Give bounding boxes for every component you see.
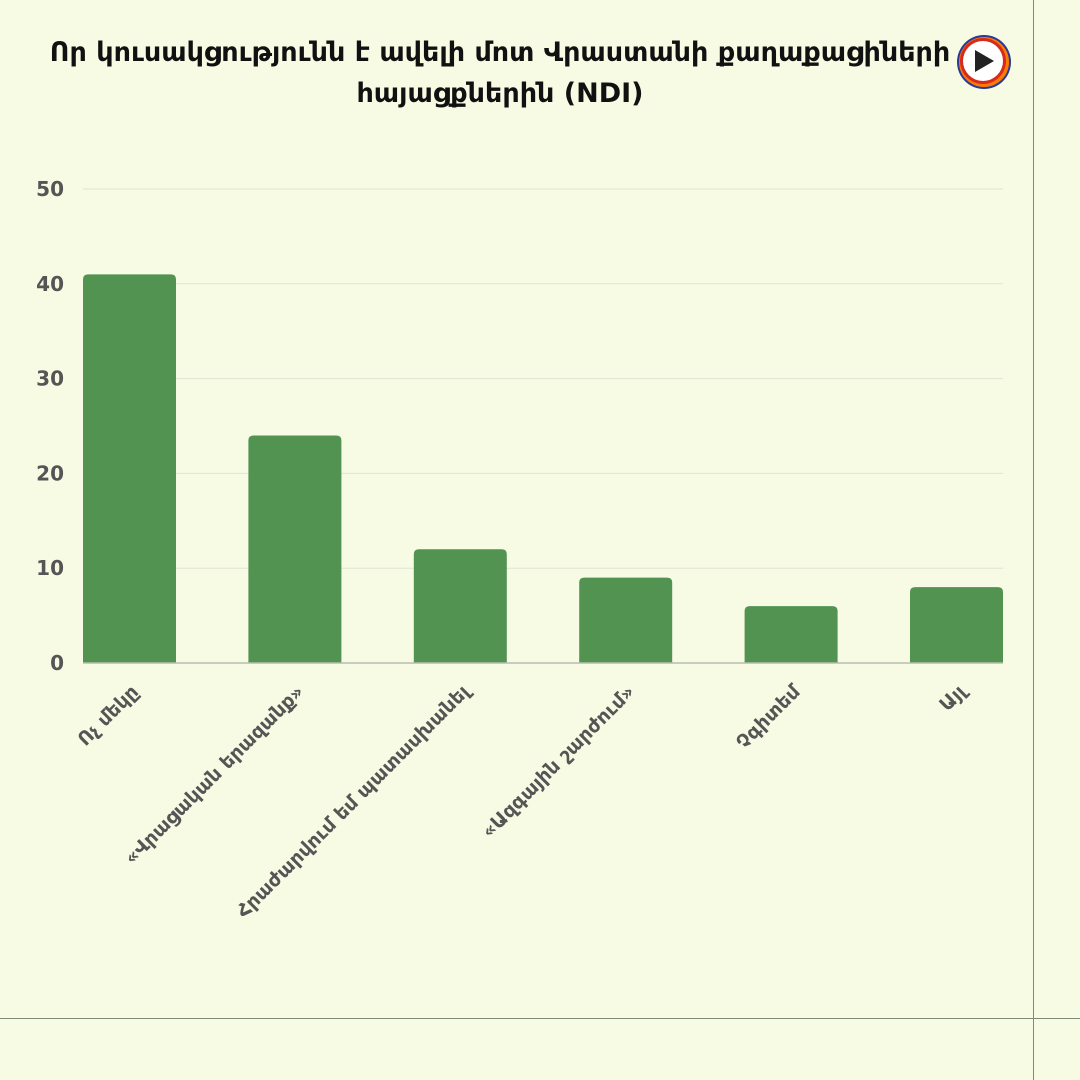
y-tick-label: 50 xyxy=(36,177,64,201)
frame-line-horizontal xyxy=(0,1018,1080,1019)
y-tick-label: 40 xyxy=(36,272,64,296)
x-tick-label: «Վրացական երազանք» xyxy=(120,681,308,869)
x-tick-label: Այլ xyxy=(935,679,971,715)
bar xyxy=(83,274,176,663)
chart-title: Որ կուսակցությունն է ավելի մոտ Վրաստանի … xyxy=(49,37,951,109)
y-tick-label: 10 xyxy=(36,556,64,580)
gridlines xyxy=(83,188,1003,569)
bar xyxy=(413,549,507,663)
logo-triangle xyxy=(975,50,994,72)
y-tick-label: 0 xyxy=(50,651,64,675)
frame-line-vertical xyxy=(1033,0,1034,1080)
bar xyxy=(910,587,1003,663)
x-axis-category-labels: Ոչ մեկը«Վրացական երազանք»Հրաժարվում եմ պ… xyxy=(74,679,972,922)
bar xyxy=(248,435,342,663)
y-axis-ticks: 0 10 20 30 40 50 xyxy=(36,177,64,675)
bar xyxy=(579,577,673,663)
bar xyxy=(744,606,838,663)
x-tick-label: Ոչ մեկը xyxy=(74,681,143,750)
play-icon xyxy=(957,35,1011,89)
y-tick-label: 20 xyxy=(36,461,64,485)
bars xyxy=(83,274,1003,663)
y-tick-label: 30 xyxy=(36,367,64,391)
x-tick-label: «Ազգային շարժում» xyxy=(478,681,640,843)
x-tick-label: Չգիտեմ xyxy=(732,680,806,754)
